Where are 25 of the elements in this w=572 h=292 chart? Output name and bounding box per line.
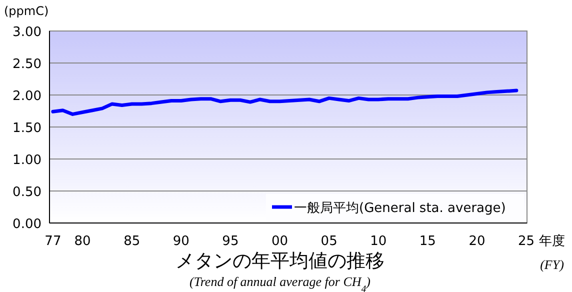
- x-tick-label: 05: [320, 234, 338, 249]
- x-tick-label: 77: [44, 234, 62, 249]
- x-tick-label: 15: [419, 234, 436, 249]
- x-tick-label: 10: [370, 234, 387, 249]
- x-tick-label: 90: [172, 234, 190, 249]
- y-tick-label: 0.50: [12, 185, 42, 200]
- text: メタンの年平均値の推移: [176, 250, 384, 272]
- x-tick-label: 95: [222, 234, 239, 249]
- legend-label: 一般局平均(General sta. average): [294, 201, 506, 216]
- x-tick-label: 25: [518, 234, 535, 249]
- y-tick-label: 2.50: [12, 57, 42, 72]
- x-tick-label: 00: [271, 234, 288, 249]
- y-tick-label: 3.00: [12, 25, 42, 40]
- text: (Trend of annual average for CH$_{4}$): [190, 274, 370, 292]
- y-axis-title: (ppmC): [4, 4, 49, 18]
- text: (FY): [540, 257, 564, 272]
- x-tick-label: 80: [74, 234, 91, 249]
- x-tick-label: 20: [468, 234, 486, 249]
- y-tick-label: 1.00: [12, 153, 42, 168]
- y-tick-label: 1.50: [12, 121, 42, 136]
- y-tick-label: 0.00: [12, 217, 42, 232]
- line-series: [51, 88, 518, 116]
- x-axis-title: 年度: [539, 233, 565, 249]
- y-tick-label: 2.00: [12, 89, 42, 104]
- x-tick-label: 85: [124, 234, 140, 249]
